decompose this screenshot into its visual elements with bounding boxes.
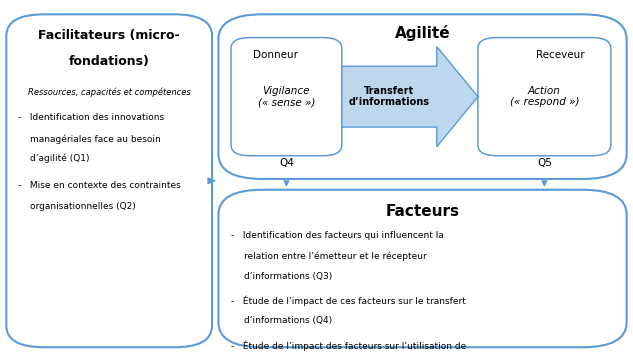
Text: Receveur: Receveur (536, 50, 584, 60)
Text: fondations): fondations) (69, 55, 149, 68)
Text: -   Identification des innovations: - Identification des innovations (18, 113, 164, 122)
Text: managériales face au besoin: managériales face au besoin (30, 134, 161, 144)
Text: d’agilité (Q1): d’agilité (Q1) (30, 154, 90, 164)
Text: Facilitateurs (micro-: Facilitateurs (micro- (39, 29, 180, 42)
Text: d’informations (Q4): d’informations (Q4) (244, 316, 332, 325)
Text: relation entre l’émetteur et le récepteur: relation entre l’émetteur et le récepteu… (244, 251, 427, 261)
Text: Q4: Q4 (279, 158, 294, 168)
Text: -   Étude de l’impact des facteurs sur l’utilisation de: - Étude de l’impact des facteurs sur l’u… (231, 340, 467, 350)
Text: d’informations (Q3): d’informations (Q3) (244, 272, 332, 281)
Text: -   Étude de l’impact de ces facteurs sur le transfert: - Étude de l’impact de ces facteurs sur … (231, 296, 466, 306)
Text: Action
(« respond »): Action (« respond ») (510, 86, 579, 107)
Text: Vigilance
(« sense »): Vigilance (« sense ») (258, 86, 315, 107)
Text: Facteurs: Facteurs (385, 204, 460, 219)
Text: -   Identification des facteurs qui influencent la: - Identification des facteurs qui influe… (231, 231, 444, 240)
FancyBboxPatch shape (218, 14, 627, 179)
FancyBboxPatch shape (6, 14, 212, 347)
Polygon shape (342, 47, 478, 147)
FancyBboxPatch shape (231, 38, 342, 156)
Text: Transfert
d’informations: Transfert d’informations (349, 86, 430, 107)
Text: Q5: Q5 (537, 158, 552, 168)
Text: Agilité: Agilité (395, 25, 450, 41)
Text: -   Mise en contexte des contraintes: - Mise en contexte des contraintes (18, 181, 180, 190)
FancyBboxPatch shape (478, 38, 611, 156)
FancyBboxPatch shape (218, 190, 627, 347)
Text: Donneur: Donneur (253, 50, 298, 60)
Text: Ressources, capacités et compétences: Ressources, capacités et compétences (28, 88, 191, 97)
Text: organisationnelles (Q2): organisationnelles (Q2) (30, 202, 136, 211)
